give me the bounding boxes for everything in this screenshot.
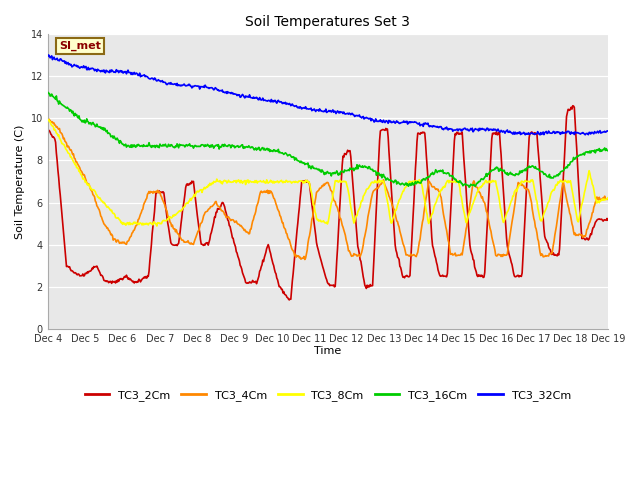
Text: SI_met: SI_met: [59, 41, 101, 51]
X-axis label: Time: Time: [314, 346, 341, 356]
Title: Soil Temperatures Set 3: Soil Temperatures Set 3: [245, 15, 410, 29]
Y-axis label: Soil Temperature (C): Soil Temperature (C): [15, 124, 25, 239]
Legend: TC3_2Cm, TC3_4Cm, TC3_8Cm, TC3_16Cm, TC3_32Cm: TC3_2Cm, TC3_4Cm, TC3_8Cm, TC3_16Cm, TC3…: [80, 386, 575, 406]
